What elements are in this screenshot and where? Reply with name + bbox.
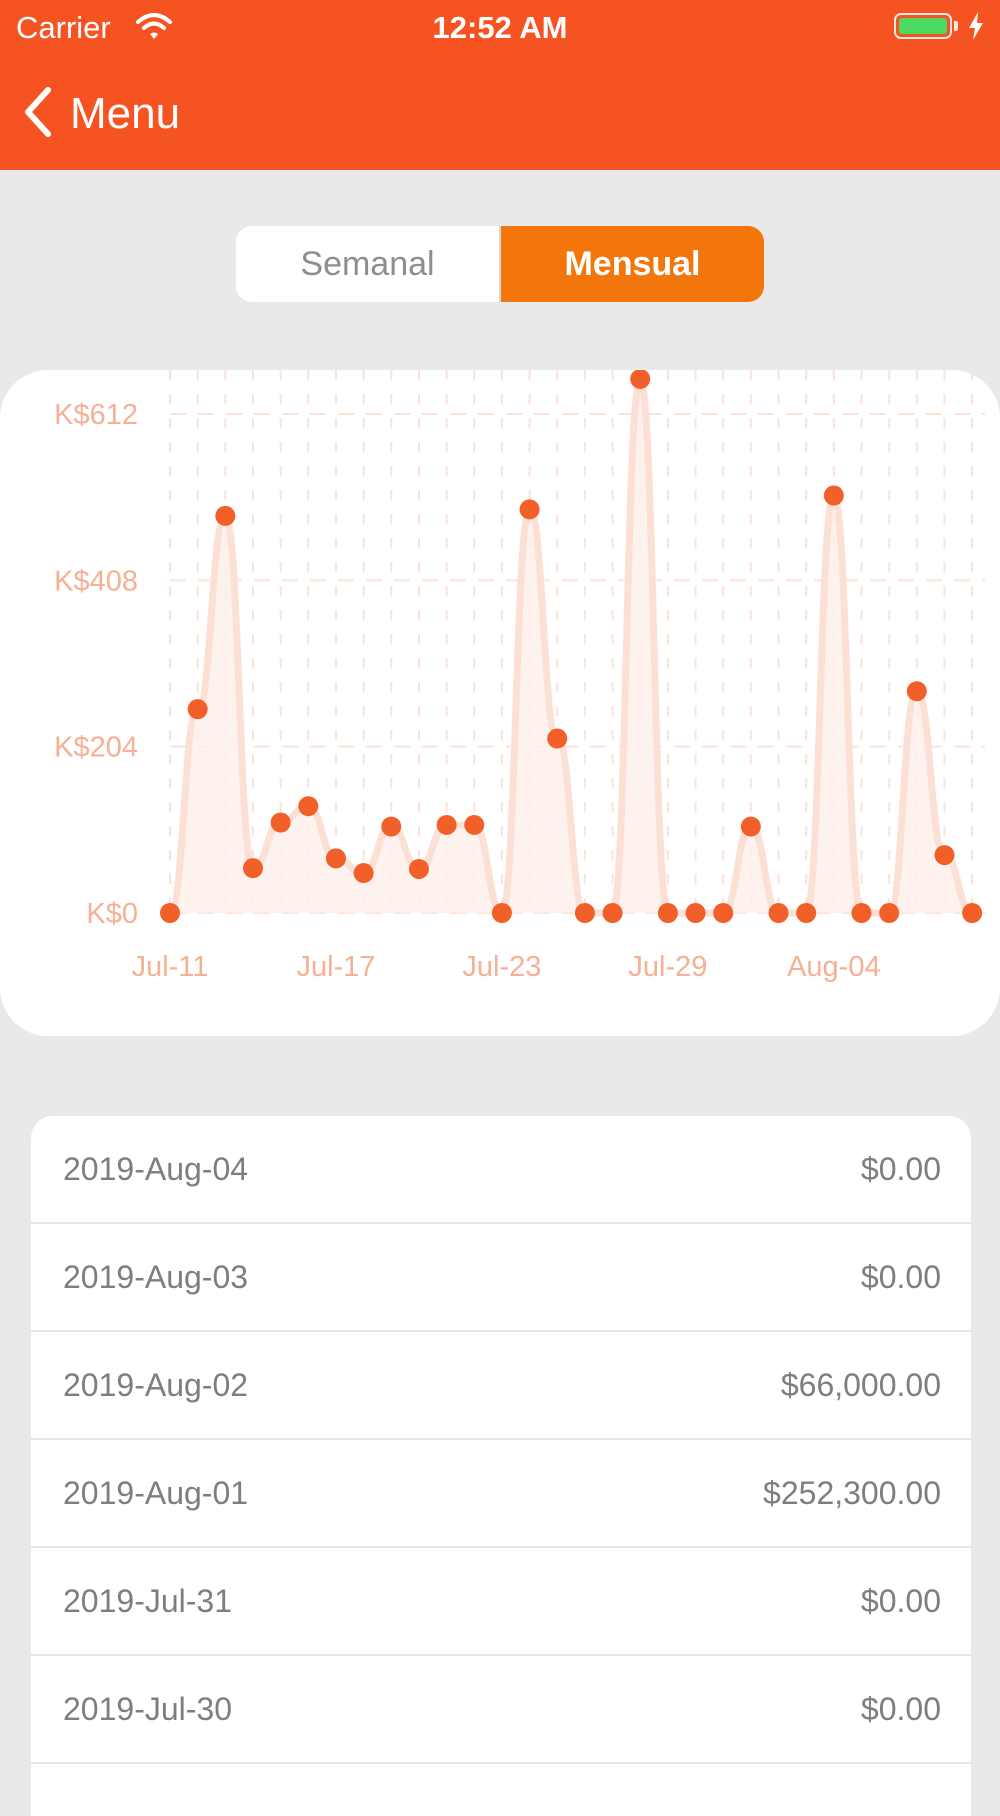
list-item[interactable]: 2019-Aug-03 $0.00 — [31, 1224, 971, 1332]
segment-weekly[interactable]: Semanal — [300, 244, 435, 283]
data-point — [796, 903, 817, 923]
y-tick-label: K$0 — [86, 898, 138, 930]
data-point — [298, 796, 319, 817]
row-amount: $0.00 — [860, 1582, 941, 1619]
row-date: 2019-Aug-02 — [63, 1366, 249, 1403]
carrier-label: Carrier — [16, 10, 111, 45]
data-point — [768, 903, 789, 923]
data-point — [657, 903, 678, 923]
row-date: 2019-Aug-01 — [63, 1474, 249, 1511]
data-point — [962, 903, 983, 923]
row-amount: $0.00 — [860, 1690, 941, 1727]
x-tick-label: Jul-11 — [132, 951, 209, 983]
list-item[interactable]: 2019-Aug-04 $0.00 — [31, 1116, 971, 1224]
y-tick-label: K$612 — [54, 399, 138, 431]
series-line — [166, 375, 974, 917]
y-tick-label: K$204 — [54, 732, 138, 764]
x-tick-label: Jul-29 — [628, 951, 707, 983]
navigation-bar: Carrier 12:52 AM Menu — [0, 0, 1000, 170]
segment-monthly[interactable]: Mensual — [499, 226, 764, 302]
data-point — [187, 699, 208, 720]
data-point — [574, 903, 595, 923]
data-point — [713, 903, 734, 923]
wifi-icon — [136, 12, 172, 45]
charging-bolt-icon — [968, 12, 984, 45]
period-segmented-control: Semanal Mensual — [236, 226, 764, 302]
data-point — [823, 485, 844, 506]
x-tick-label: Aug-04 — [787, 951, 881, 983]
list-item[interactable]: 2019-Aug-02 $66,000.00 — [31, 1332, 971, 1440]
row-amount: $252,300.00 — [763, 1474, 941, 1511]
data-point — [519, 499, 540, 520]
row-date: 2019-Jul-31 — [63, 1582, 232, 1619]
data-point — [353, 863, 374, 884]
data-point — [630, 370, 651, 389]
y-tick-label: K$408 — [54, 565, 138, 597]
battery-cap — [954, 21, 958, 31]
back-label: Menu — [70, 89, 181, 138]
chevron-left-icon — [22, 86, 52, 143]
sales-line-chart: K$0 K$204 K$408 K$612 Jul-11 Jul-17 Jul-23 Jul-… — [54, 370, 985, 983]
data-point — [242, 858, 263, 879]
data-point — [491, 903, 512, 923]
data-point — [879, 903, 900, 923]
data-point — [906, 681, 927, 702]
data-point — [270, 812, 291, 833]
data-point — [740, 816, 761, 837]
battery-icon — [894, 13, 952, 39]
data-point — [325, 848, 346, 869]
list-item[interactable]: 2019-Jul-30 $0.00 — [31, 1656, 971, 1764]
data-point — [547, 728, 568, 749]
back-button[interactable]: Menu — [22, 84, 180, 144]
data-point — [408, 858, 429, 879]
daily-sales-list: 2019-Aug-04 $0.00 2019-Aug-03 $0.00 2019… — [31, 1116, 971, 1816]
row-amount: $66,000.00 — [780, 1366, 941, 1403]
x-tick-label: Jul-23 — [462, 951, 541, 983]
row-date: 2019-Aug-03 — [63, 1258, 249, 1295]
sales-chart-card: K$0 K$204 K$408 K$612 Jul-11 Jul-17 Jul-23 Jul-… — [0, 370, 1000, 1036]
list-item[interactable]: 2019-Aug-01 $252,300.00 — [31, 1440, 971, 1548]
row-amount: $0.00 — [860, 1150, 941, 1187]
row-amount: $0.00 — [860, 1258, 941, 1295]
data-point — [160, 903, 180, 923]
data-point — [215, 505, 236, 526]
data-point — [381, 816, 402, 837]
data-point — [685, 903, 706, 923]
row-date: 2019-Jul-30 — [63, 1690, 232, 1727]
list-item[interactable]: 2019-Jul-31 $0.00 — [31, 1548, 971, 1656]
status-time: 12:52 AM — [432, 10, 568, 45]
data-point — [851, 903, 872, 923]
data-point — [436, 814, 457, 835]
data-point — [464, 814, 485, 835]
data-point — [602, 903, 623, 923]
data-point — [934, 845, 955, 866]
row-date: 2019-Aug-04 — [63, 1150, 249, 1187]
x-tick-label: Jul-17 — [296, 951, 375, 983]
